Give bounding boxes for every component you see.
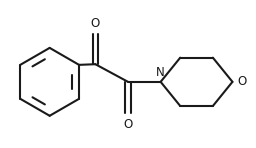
Text: O: O — [237, 75, 246, 88]
Text: N: N — [156, 66, 165, 79]
Text: O: O — [123, 118, 133, 131]
Text: O: O — [91, 17, 100, 30]
